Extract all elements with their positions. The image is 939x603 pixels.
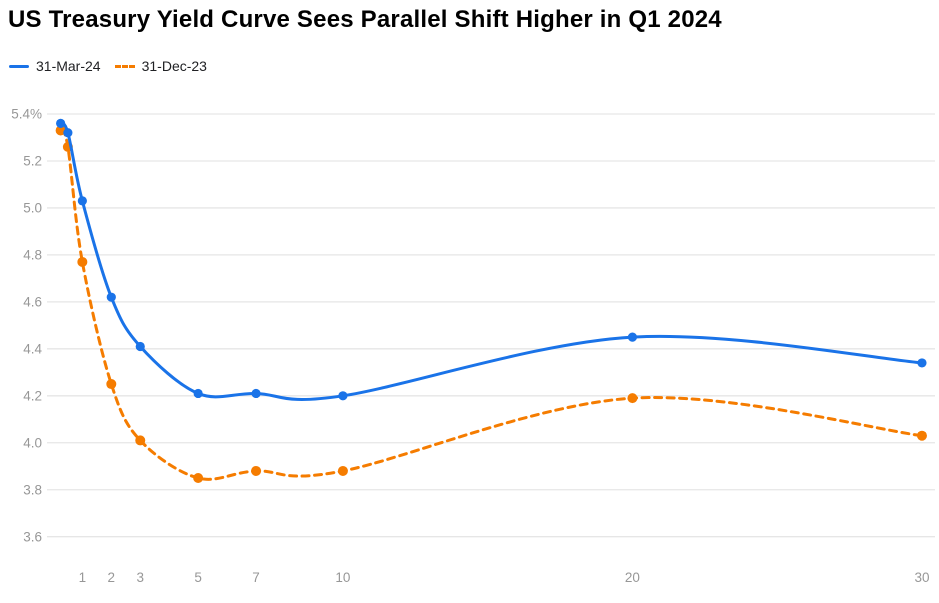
y-axis-tick-label: 4.0 — [23, 435, 42, 450]
data-point-31-dec-23 — [916, 430, 927, 441]
x-axis-tick-label: 2 — [108, 570, 116, 585]
x-axis-tick-label: 5 — [194, 570, 202, 585]
data-point-31-mar-24 — [135, 341, 145, 352]
x-axis-tick-label: 10 — [335, 570, 350, 585]
data-point-31-mar-24 — [193, 388, 203, 399]
data-point-31-dec-23 — [251, 465, 262, 476]
y-axis-tick-label: 4.8 — [23, 248, 42, 263]
legend-item-31-mar-24[interactable]: 31-Mar-24 — [9, 57, 101, 75]
chart-legend: 31-Mar-24 31-Dec-23 — [9, 57, 207, 75]
data-point-31-mar-24 — [251, 388, 261, 399]
data-point-31-mar-24 — [338, 391, 348, 401]
y-axis-tick-label: 3.6 — [23, 529, 42, 544]
data-point-31-mar-24 — [63, 128, 73, 138]
data-point-31-dec-23 — [337, 465, 348, 476]
data-point-31-mar-24 — [917, 358, 927, 368]
y-axis-tick-label: 5.2 — [23, 154, 42, 169]
y-axis-tick-label: 5.4% — [11, 107, 42, 122]
data-point-31-mar-24 — [106, 292, 116, 302]
data-point-31-mar-24 — [56, 118, 66, 128]
data-point-31-dec-23 — [77, 256, 88, 267]
y-axis-tick-label: 4.6 — [23, 295, 42, 310]
y-axis-tick-label: 5.0 — [23, 201, 42, 216]
chart-title: US Treasury Yield Curve Sees Parallel Sh… — [8, 6, 722, 33]
y-axis-tick-label: 4.4 — [23, 342, 42, 357]
x-axis-tick-label: 20 — [625, 570, 640, 585]
legend-item-31-dec-23[interactable]: 31-Dec-23 — [114, 57, 207, 75]
data-point-31-dec-23 — [55, 125, 66, 136]
data-point-31-mar-24 — [77, 196, 87, 206]
series-line-31-dec-23 — [59, 128, 924, 481]
x-axis-tick-label: 1 — [79, 570, 87, 585]
dashed-line-swatch-icon — [114, 64, 135, 68]
data-point-31-mar-24 — [627, 332, 638, 342]
x-axis-tick-label: 7 — [252, 570, 260, 585]
data-point-31-dec-23 — [135, 435, 146, 446]
x-axis-tick-label: 3 — [136, 570, 144, 585]
legend-label-31-dec-23: 31-Dec-23 — [141, 58, 207, 74]
data-point-31-dec-23 — [106, 379, 117, 390]
legend-label-31-mar-24: 31-Mar-24 — [36, 58, 101, 74]
data-point-31-dec-23 — [627, 393, 638, 404]
x-axis-tick-label: 30 — [914, 570, 929, 585]
data-point-31-dec-23 — [193, 472, 204, 483]
y-axis-tick-label: 3.8 — [23, 482, 42, 497]
solid-line-swatch-icon — [9, 64, 29, 68]
series-line-31-mar-24 — [59, 121, 924, 402]
y-axis-tick-label: 4.2 — [23, 389, 42, 404]
